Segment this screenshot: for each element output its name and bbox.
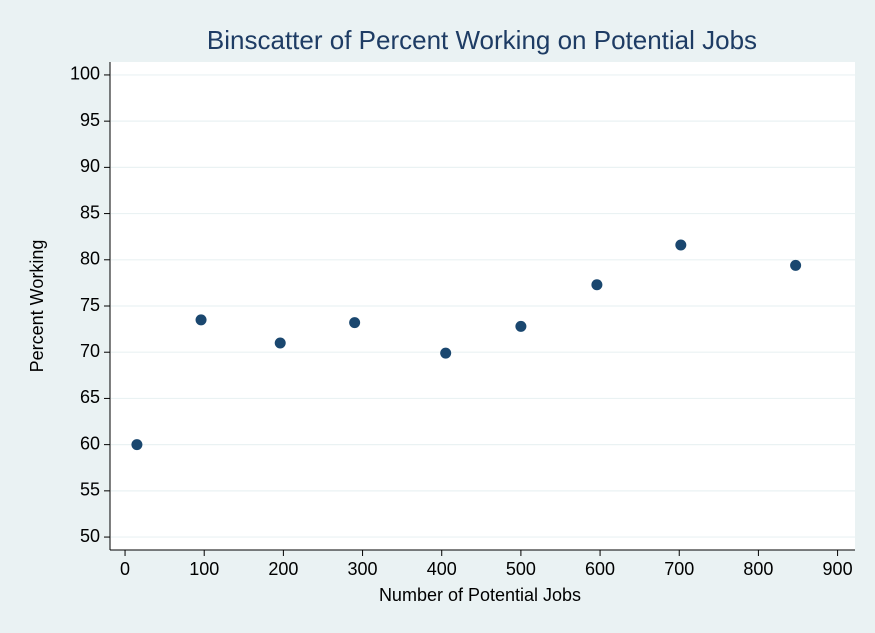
x-tick-label: 600 [585,559,615,579]
x-tick-label: 0 [120,559,130,579]
point [274,337,286,349]
x-tick-label: 200 [268,559,298,579]
chart-title: Binscatter of Percent Working on Potenti… [207,25,757,55]
point [131,439,143,451]
x-tick-label: 300 [348,559,378,579]
y-tick-label: 90 [80,156,100,176]
y-tick-label: 80 [80,249,100,269]
x-tick-label: 900 [823,559,853,579]
y-tick-label: 95 [80,110,100,130]
y-tick-label: 100 [70,64,100,84]
y-tick-label: 55 [80,480,100,500]
x-tick-label: 400 [427,559,457,579]
point [591,279,603,291]
point [349,317,361,329]
y-tick-label: 50 [80,526,100,546]
y-axis-label: Percent Working [27,240,47,373]
y-tick-label: 75 [80,295,100,315]
x-tick-label: 800 [743,559,773,579]
point [515,320,527,332]
point [790,259,802,271]
x-tick-label: 700 [664,559,694,579]
point [675,239,687,251]
y-tick-label: 85 [80,202,100,222]
point [440,347,452,359]
x-tick-label: 100 [189,559,219,579]
x-axis-label: Number of Potential Jobs [379,585,581,605]
point [195,314,207,326]
y-tick-label: 70 [80,341,100,361]
y-tick-label: 60 [80,433,100,453]
y-tick-label: 65 [80,387,100,407]
x-tick-label: 500 [506,559,536,579]
